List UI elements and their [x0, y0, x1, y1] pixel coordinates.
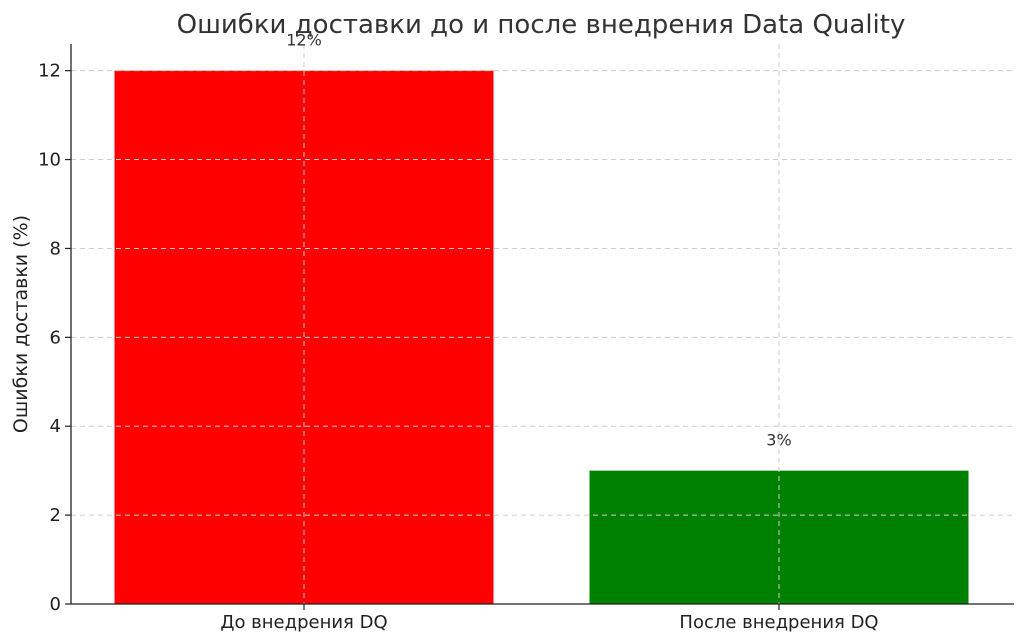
axes — [65, 44, 1014, 610]
y-tick-label-10: 10 — [38, 150, 61, 171]
y-tick-label-2: 2 — [50, 505, 61, 526]
bars — [114, 70, 969, 604]
bar-2 — [589, 470, 969, 604]
y-tick-label-12: 12 — [38, 61, 61, 82]
x-tick-label-2: После внедрения DQ — [679, 612, 878, 633]
labels: 0 2 4 6 8 10 12 До внедрения DQ После внедрения … — [38, 31, 879, 633]
data-label-2: 3% — [766, 431, 791, 450]
y-tick-label-8: 8 — [50, 238, 61, 259]
chart-title: Ошибки доставки до и после внедрения Dat… — [177, 10, 906, 40]
y-tick-label-4: 4 — [50, 416, 61, 437]
grid — [71, 44, 1014, 604]
y-axis-label: Ошибки доставки (%) — [10, 215, 32, 433]
data-label-1: 12% — [286, 31, 322, 50]
x-tick-label-1: До внедрения DQ — [220, 612, 387, 633]
y-tick-label-0: 0 — [50, 594, 61, 615]
y-tick-label-6: 6 — [50, 327, 61, 348]
